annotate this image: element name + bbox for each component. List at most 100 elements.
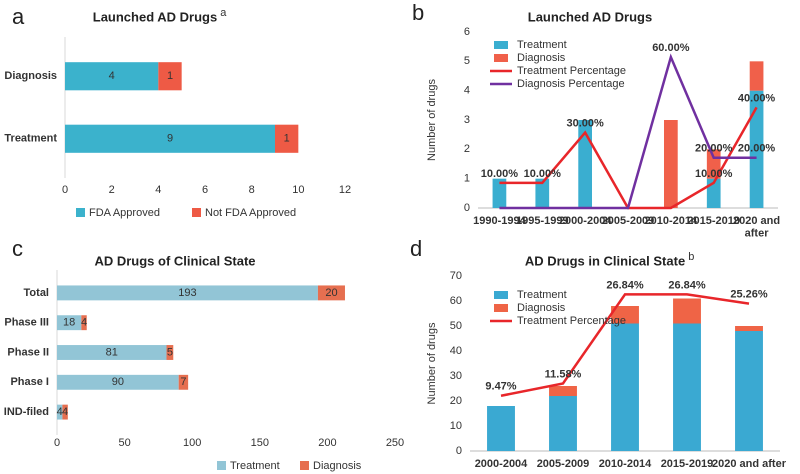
value-label: 26.84% <box>606 279 644 291</box>
line <box>499 53 757 210</box>
legend-swatch <box>494 41 508 49</box>
value-label: 60.00% <box>652 42 690 54</box>
x-tick-label: 4 <box>155 184 161 196</box>
x-tick-label: 250 <box>386 437 404 449</box>
legend-label: Not FDA Approved <box>205 207 296 219</box>
legend-label: Treatment Percentage <box>517 315 626 327</box>
x-tick-label: 0 <box>54 437 60 449</box>
bar-segment <box>673 298 701 324</box>
y-tick-label: 30 <box>450 370 462 382</box>
x-tick-label: 6 <box>202 184 208 196</box>
legend-label: Diagnosis <box>517 302 566 314</box>
bar-segment <box>166 345 174 360</box>
value-label: 20 <box>325 287 337 299</box>
value-label: 40.00% <box>738 92 776 104</box>
y-tick-label: 50 <box>450 320 462 332</box>
bar-segment <box>611 306 639 324</box>
bar-segment <box>65 62 159 91</box>
category-label: Treatment <box>4 133 57 145</box>
x-tick-label: 2010-2014 <box>645 215 698 227</box>
x-tick-label: 2 <box>109 184 115 196</box>
x-tick-label: 10 <box>292 184 304 196</box>
bar-segment <box>578 120 592 208</box>
value-label: 10.00% <box>695 168 733 180</box>
x-tick-label: 2000-2004 <box>559 215 612 227</box>
x-tick-label: 12 <box>339 184 351 196</box>
x-tick-label: 0 <box>62 184 68 196</box>
chart-title: Launched AD Drugs <box>93 9 217 24</box>
value-label: 26.84% <box>668 279 706 291</box>
y-tick-label: 5 <box>464 55 470 67</box>
bar-segment <box>65 124 275 153</box>
legend-swatch <box>494 54 508 62</box>
value-label: 10.00% <box>481 168 519 180</box>
value-label: 20.00% <box>738 143 776 155</box>
legend-label: Diagnosis Percentage <box>517 78 625 90</box>
value-label: 1 <box>167 70 173 82</box>
title-superscript: b <box>688 251 694 263</box>
panel-label: b <box>412 0 424 25</box>
chart-title: Launched AD Drugs <box>528 9 652 24</box>
x-tick-label: 50 <box>118 437 130 449</box>
x-tick-label: 100 <box>183 437 201 449</box>
x-tick-label: 2020 and after <box>712 458 787 470</box>
y-tick-label: 40 <box>450 345 462 357</box>
y-tick-label: 20 <box>450 395 462 407</box>
category-label: Diagnosis <box>4 70 57 82</box>
legend-swatch <box>76 208 85 217</box>
chart-title: AD Drugs of Clinical State <box>94 253 255 268</box>
y-tick-label: 1 <box>464 173 470 185</box>
x-tick-label: 150 <box>251 437 269 449</box>
y-tick-label: 4 <box>464 85 470 97</box>
legend-swatch <box>494 304 508 312</box>
legend-swatch <box>494 291 508 299</box>
value-label: 11.58% <box>545 368 582 380</box>
y-tick-label: 3 <box>464 114 470 126</box>
x-tick-label: 200 <box>318 437 336 449</box>
value-label: 1 <box>284 133 290 145</box>
bar-segment <box>57 315 82 331</box>
value-label: 25.26% <box>730 289 768 301</box>
bar-segment <box>535 178 550 208</box>
x-tick-label: 2015-2019 <box>661 458 714 470</box>
x-tick-label: 2005-2009 <box>537 458 590 470</box>
bar-segment <box>487 406 515 451</box>
value-label: 9 <box>167 133 173 145</box>
legend-label: Diagnosis <box>313 460 362 472</box>
bar-segment <box>664 120 678 208</box>
bar-segment <box>317 285 345 301</box>
legend-label: Diagnosis <box>517 52 566 64</box>
value-label: 193 <box>178 287 196 299</box>
value-label: 20.00% <box>695 143 733 155</box>
value-label: 4 <box>62 406 68 418</box>
y-axis-label: Number of drugs <box>426 322 438 404</box>
x-tick-label: 2010-2014 <box>599 458 652 470</box>
y-tick-label: 6 <box>464 26 470 38</box>
bar-segment <box>749 90 764 208</box>
x-tick-label: 2020 and after <box>733 215 780 240</box>
bar-segment <box>57 345 167 360</box>
value-label: 5 <box>167 346 173 358</box>
bar-segment <box>178 374 189 390</box>
bar-segment <box>673 323 701 451</box>
bar-segment <box>62 404 68 420</box>
bar-segment <box>492 178 507 208</box>
y-tick-label: 2 <box>464 143 470 155</box>
y-tick-label: 60 <box>450 295 462 307</box>
category-label: Total <box>24 287 49 299</box>
value-label: 7 <box>180 376 186 388</box>
bar-segment <box>158 62 182 91</box>
x-tick-label: 1990-1994 <box>473 215 526 227</box>
legend-swatch <box>192 208 201 217</box>
bar-segment <box>749 61 764 91</box>
bar-segment <box>81 315 87 331</box>
y-tick-label: 70 <box>450 270 462 282</box>
legend-label: Treatment Percentage <box>517 65 626 77</box>
value-label: 10.00% <box>524 168 562 180</box>
value-label: 81 <box>106 346 118 358</box>
value-label: 30.00% <box>566 117 604 129</box>
bar-segment <box>57 404 63 420</box>
x-tick-label: 2015-2019 <box>687 215 740 227</box>
bar-segment <box>549 396 577 451</box>
